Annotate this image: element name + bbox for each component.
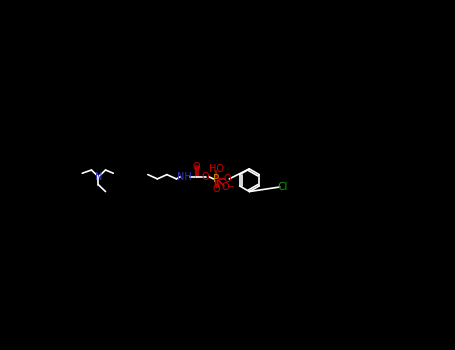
Text: NH: NH	[177, 172, 192, 182]
Text: O: O	[202, 172, 209, 182]
Text: O: O	[192, 162, 200, 172]
Text: P: P	[213, 174, 219, 184]
Text: Cl: Cl	[278, 182, 288, 192]
Text: O: O	[222, 182, 229, 192]
Text: HO: HO	[209, 164, 224, 174]
Text: −: −	[226, 181, 233, 190]
Text: N: N	[95, 172, 102, 182]
Text: O: O	[223, 174, 231, 184]
Text: O: O	[212, 184, 220, 194]
